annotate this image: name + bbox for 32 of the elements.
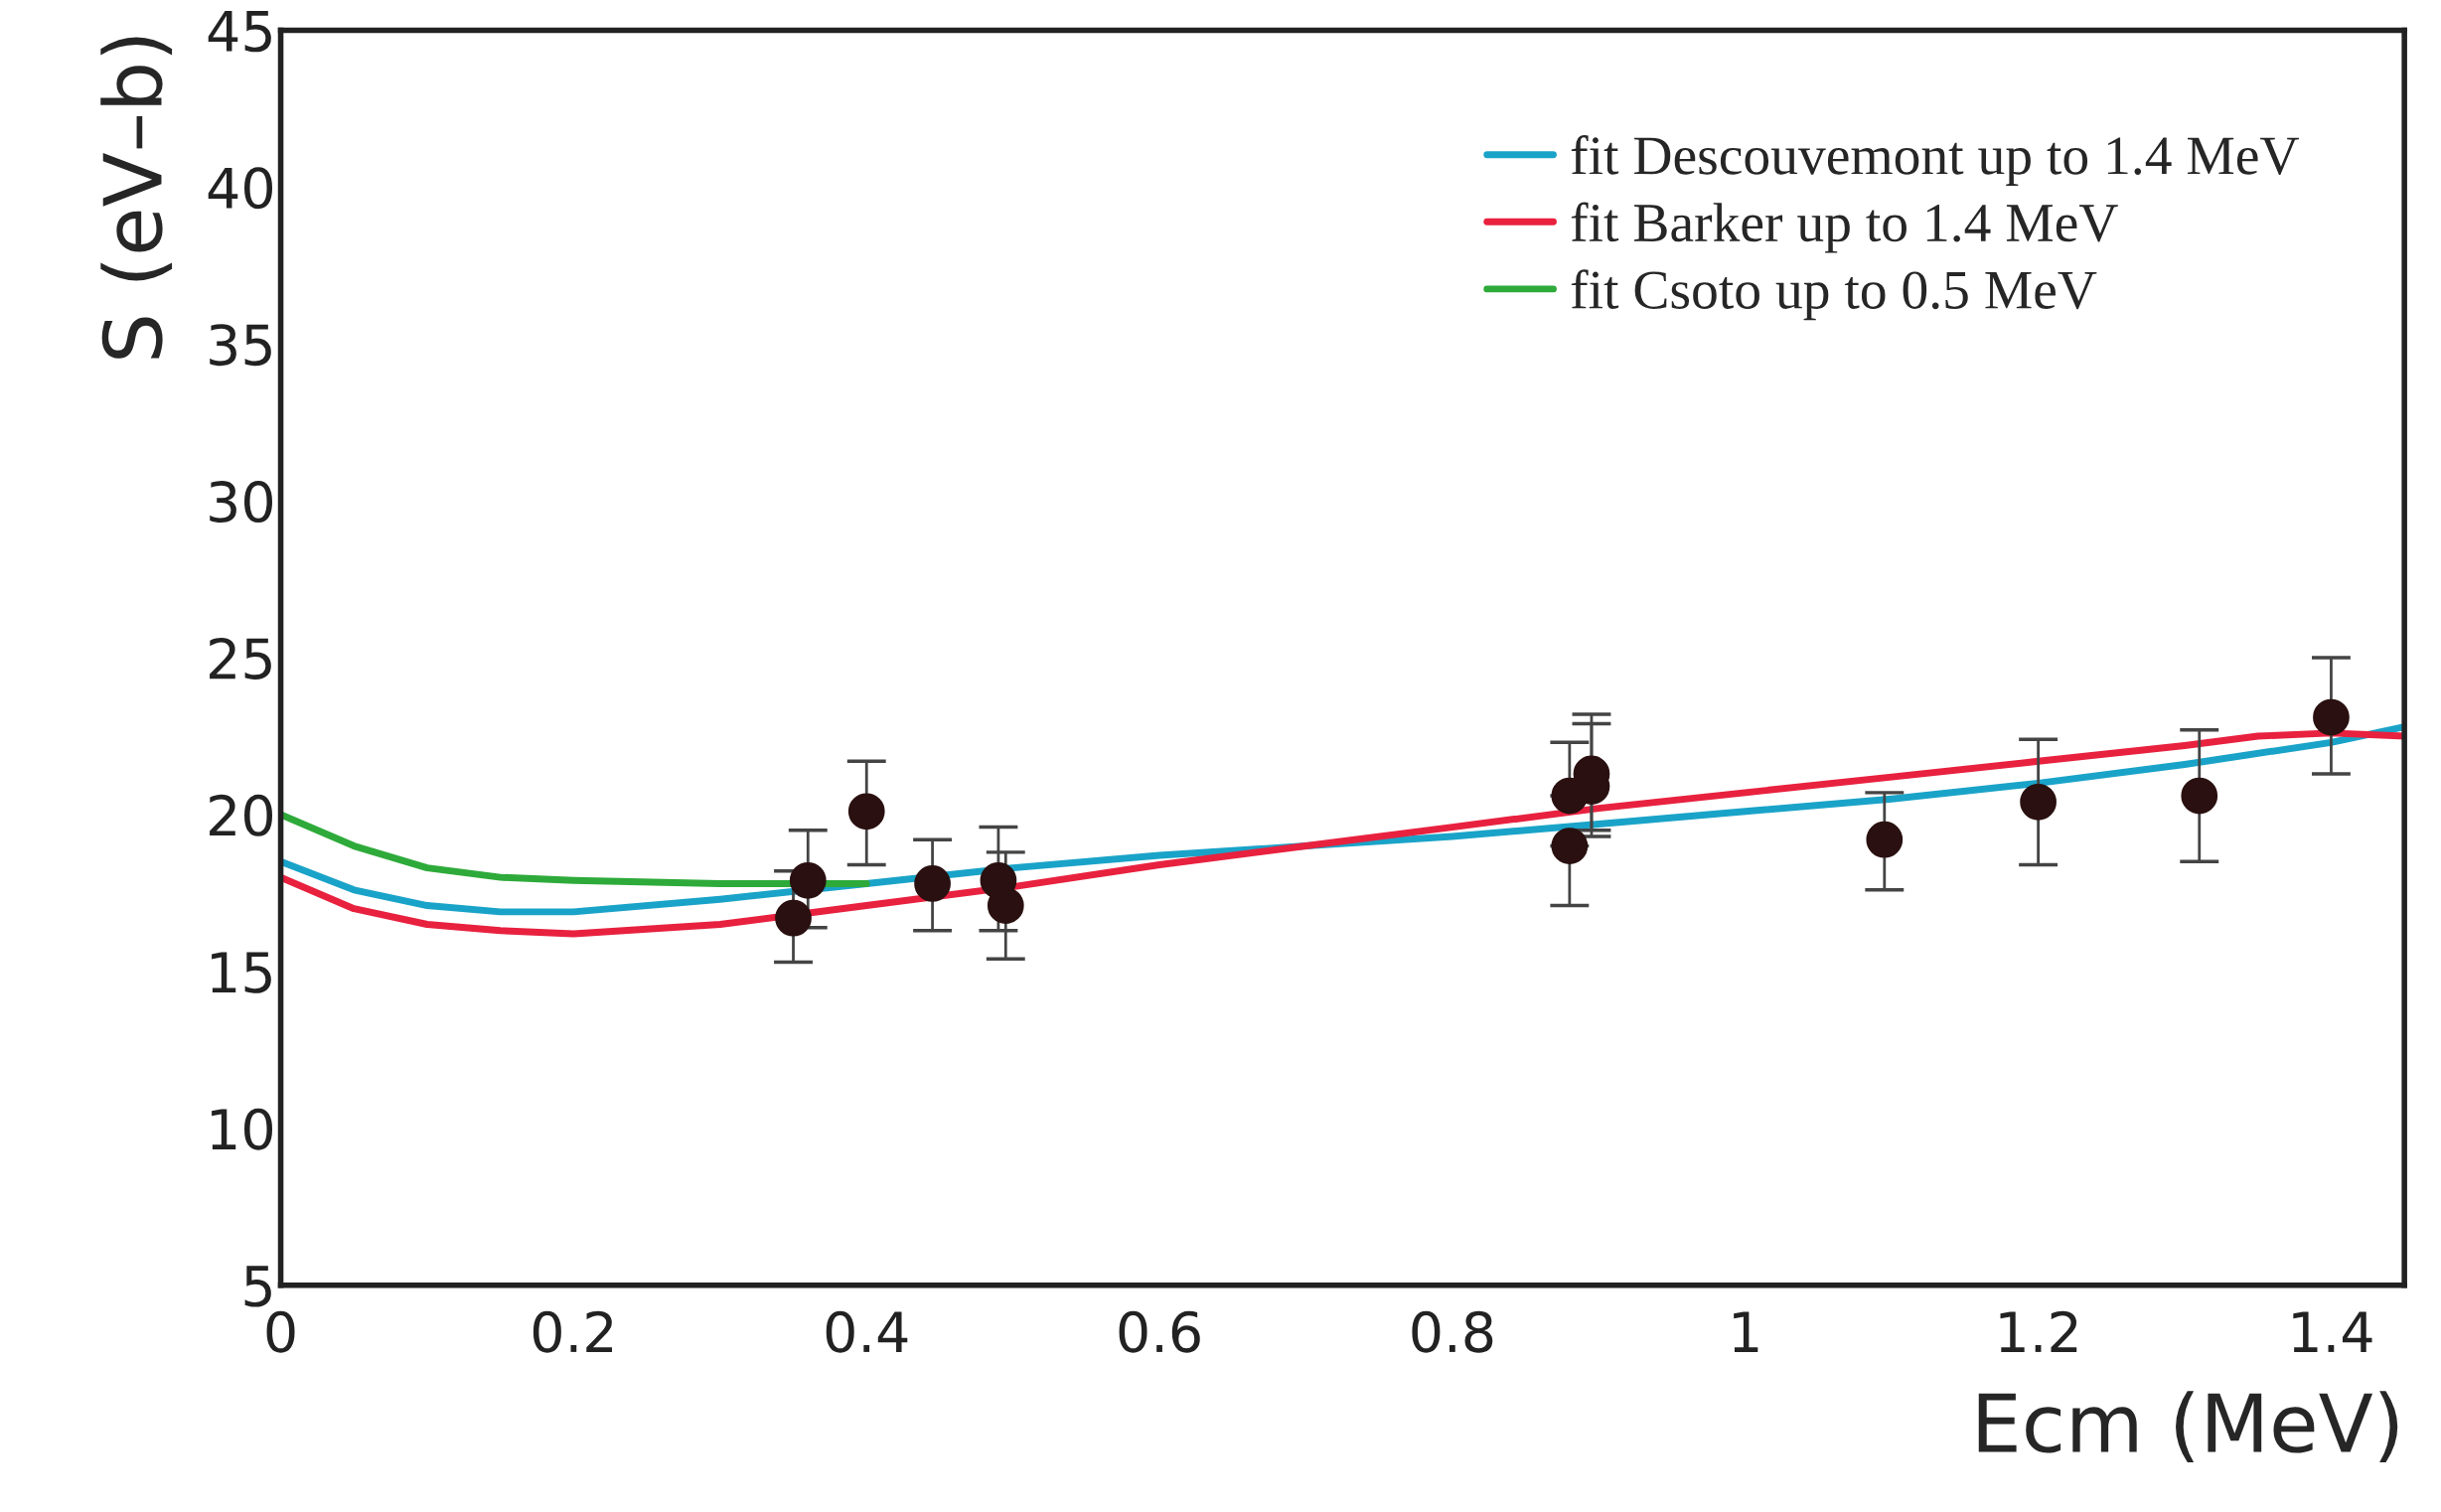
y-tick-label: 20 xyxy=(210,794,272,836)
y-tick-label: 10 xyxy=(212,1108,272,1150)
point xyxy=(1551,828,1589,864)
x-tick-label: 0 xyxy=(266,1310,295,1353)
y-tick-label: 45 xyxy=(208,11,271,53)
legend-label: fit Barker up to 1.4 MeV xyxy=(1571,202,2118,253)
x-axis-title: Ecm (MeV) xyxy=(1978,1391,2398,1463)
x-tick-label: 0.6 xyxy=(1119,1310,1200,1353)
x-tick-label: 0.8 xyxy=(1412,1310,1493,1353)
point xyxy=(2020,783,2057,821)
x-tick-label: 1 xyxy=(1734,1311,1758,1352)
point xyxy=(775,899,812,937)
legend-label: fit Csoto up to 0.5 MeV xyxy=(1571,269,2097,321)
y-tick-label: 25 xyxy=(210,637,271,680)
point xyxy=(2313,698,2350,736)
x-tick-label: 1.4 xyxy=(2293,1311,2372,1352)
y-tick-label: 5 xyxy=(244,1266,271,1307)
y-tick-label: 30 xyxy=(210,481,272,524)
point xyxy=(847,793,885,831)
y-tick-label: 40 xyxy=(208,167,272,210)
legend-label: fit Descouvemont up to 1.4 MeV xyxy=(1571,135,2299,186)
x-tick-label: 0.2 xyxy=(533,1310,613,1353)
x-tick-label: 0.4 xyxy=(826,1310,908,1353)
point xyxy=(914,865,951,902)
y-tick-label: 35 xyxy=(210,324,271,367)
y-axis-title: S (eV–b) xyxy=(100,37,173,359)
point xyxy=(1866,821,1904,858)
point xyxy=(789,861,827,899)
point xyxy=(2181,777,2218,815)
y-tick-label: 15 xyxy=(212,952,271,993)
x-tick-label: 1.2 xyxy=(2000,1310,2077,1352)
point xyxy=(987,887,1024,924)
